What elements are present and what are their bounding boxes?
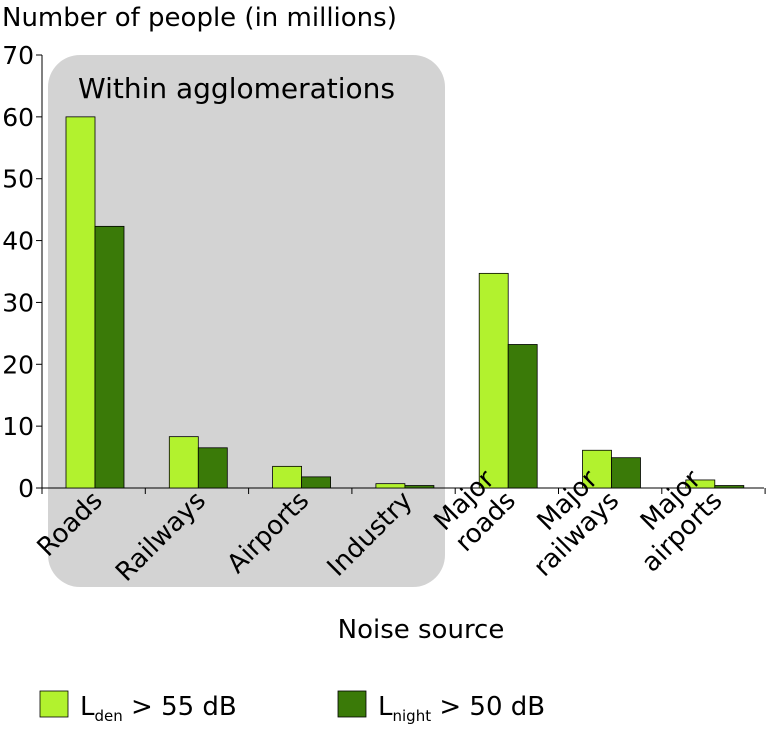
bar — [272, 465, 303, 489]
bar — [375, 483, 406, 489]
bar — [714, 485, 745, 489]
y-tick-label: 0 — [18, 474, 34, 503]
bar — [507, 344, 538, 489]
legend-label: Lden > 55 dB — [80, 692, 237, 725]
bar — [168, 436, 199, 489]
bar — [65, 116, 96, 489]
y-tick-label: 60 — [2, 103, 34, 132]
legend-swatch — [39, 690, 69, 718]
agglomerations-label: Within agglomerations — [78, 72, 395, 105]
bar — [94, 225, 125, 489]
bar — [301, 476, 332, 489]
bar — [478, 272, 509, 489]
x-axis-title: Noise source — [338, 615, 505, 645]
legend-label: Lnight > 50 dB — [378, 692, 545, 725]
legend-swatch — [337, 690, 367, 718]
legend: Lden > 55 dB Lnight > 50 dB — [39, 690, 545, 725]
y-tick-label: 10 — [2, 412, 34, 441]
bar — [582, 449, 612, 489]
y-tick-label: 30 — [2, 288, 34, 317]
bar — [685, 479, 716, 489]
bar — [611, 457, 641, 489]
y-axis-title: Number of people (in millions) — [2, 3, 397, 33]
y-tick-label: 40 — [2, 227, 34, 256]
y-tick-label: 20 — [2, 350, 34, 379]
y-tick-label: 70 — [2, 41, 34, 70]
y-tick-label: 50 — [2, 165, 34, 194]
bar — [197, 447, 228, 489]
bar — [404, 485, 435, 489]
agglomerations-region — [48, 55, 445, 587]
